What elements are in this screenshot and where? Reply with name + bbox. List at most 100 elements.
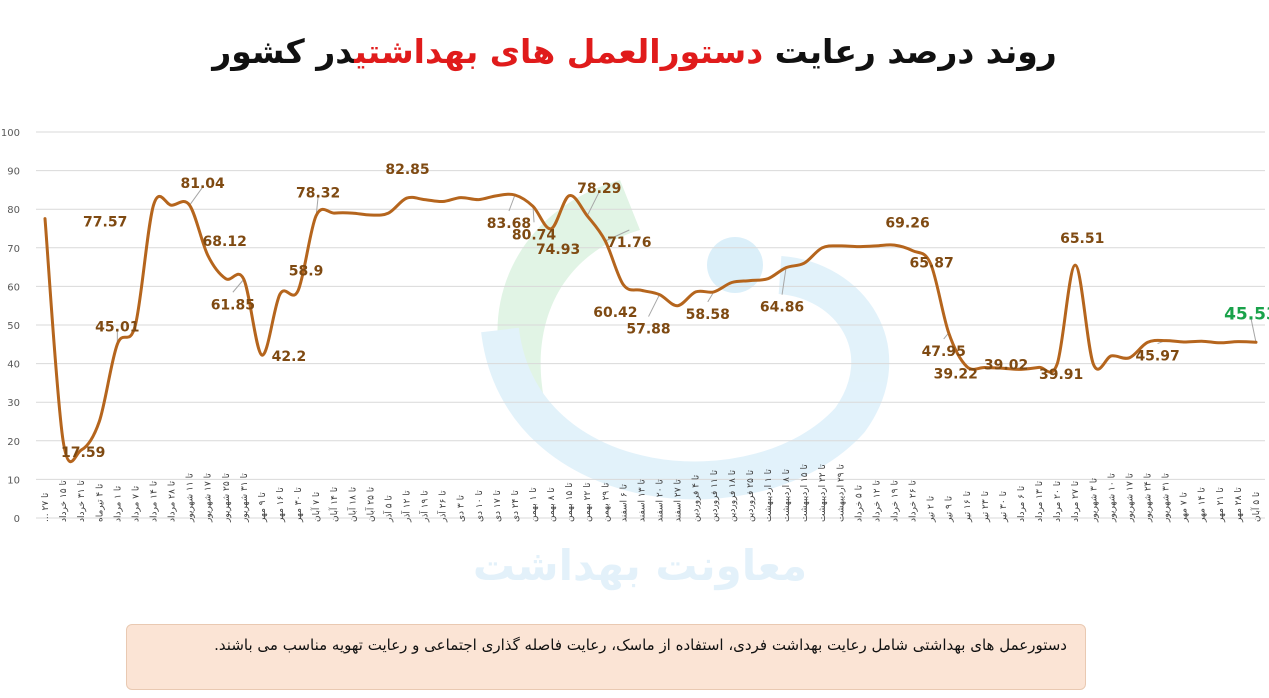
data-label: 57.88 [626,322,670,338]
data-label: 65.87 [909,256,953,272]
footnote-box: دستورعمل های بهداشتی شامل رعایت بهداشت ف… [126,624,1086,690]
x-tick-label: تا ۲۰ مرداد [1053,481,1063,522]
label-leader-line [232,278,245,293]
data-label: 78.32 [296,186,340,202]
x-tick-label: تا ۷ آبان [310,491,322,522]
y-tick-label: 0 [14,514,20,525]
data-label: 58.9 [289,264,324,280]
x-tick-label: تا ۱۲ خرداد [872,480,882,522]
data-label: 60.42 [593,305,637,321]
x-tick-label: تا ۴ فروردین [692,474,702,522]
data-label: 42.2 [272,349,307,365]
x-tick-label: تا ۳۱ شهریور [1162,473,1172,523]
data-label: 74.93 [536,242,580,258]
data-label: 45.97 [1135,349,1179,365]
x-tick-label: تا ۲۱ مهر [1216,487,1226,523]
data-label: 45.53 [1224,304,1269,324]
x-tick-label: تا ۳ دی [457,495,467,522]
x-tick-label: تا ۴ تیرماه [95,483,105,522]
data-label: 39.91 [1039,367,1083,383]
watermark: معاونت بهداشت [473,180,890,591]
x-tick-label: تا ۵ خرداد [854,485,864,522]
x-tick-label: تا ۱۰ دی [475,490,485,522]
x-tick-label: تا ۱۰ شهریور [1107,473,1117,523]
y-tick-label: 60 [7,282,20,293]
x-tick-label: تا ۱۹ خرداد [890,480,900,522]
data-label: 58.58 [686,307,730,323]
x-tick-label: تا ۱۲ آذر [401,490,413,523]
x-tick-label: تا ۲۳ تیر [981,491,991,523]
series-line [43,192,1258,464]
x-tick-label: تا ۳ شهریور [1089,478,1099,523]
x-tick-label: تا ۱۴ آبان [328,487,340,522]
y-tick-label: 40 [7,360,20,371]
data-label: 65.51 [1060,231,1104,247]
data-label: 47.95 [922,344,966,360]
title-highlight: دستورالعمل های بهداشتی [354,32,764,71]
y-tick-label: 10 [7,475,20,486]
x-tick-label: تا ۹ تیر [945,495,955,523]
x-tick-label: تا ۲۲ اردیبهشت [818,464,828,522]
data-label: 39.02 [984,357,1028,373]
data-label: 68.12 [203,234,247,250]
data-label: 81.04 [180,176,225,192]
title-part-3: در کشور [212,32,355,71]
x-tick-label: تا ۱۷ شهریور [204,473,214,523]
label-leader-line [605,229,630,242]
x-tick-label: تا ۲ تیر [927,495,937,523]
y-tick-label: 50 [7,321,20,332]
x-tick-label: تا ۱ بهمن [529,487,539,522]
data-label: 64.86 [760,300,804,316]
label-leader-line [648,294,660,317]
x-tick-label: تا ۲۵ شهریور [222,473,232,523]
y-tick-label: 90 [7,167,20,178]
x-tick-label: تا ۱۸ فروردین [728,470,738,522]
x-tick-label: تا ۲۹ بهمن [601,482,611,522]
data-label: 61.85 [211,297,255,313]
y-tick-label: 100 [1,128,20,139]
x-tick-label: تا ۱۵ بهمن [565,482,575,522]
x-tick-label: تا ۳۰ تیر [999,491,1009,523]
data-label: 80.74 [512,227,557,243]
x-tick-label: تا ۳۱ شهریور [240,473,250,523]
x-tick-label: تا ۱۶ مهر [276,487,286,523]
x-tick-label: تا ۳۰ مهر [294,487,304,523]
watermark-text: معاونت بهداشت [473,541,807,591]
x-tick-label: تا ۶ اسفند [619,484,629,522]
x-tick-label: تا ۱ اردیبهشت [764,469,774,522]
y-tick-label: 20 [7,437,20,448]
x-tick-label: تا ۳۱ خرداد [77,480,87,522]
data-label: 71.76 [607,235,651,251]
x-tick-label: تا ۱ مرداد [113,485,123,522]
x-tick-label: تا ۲۷ مرداد [1071,481,1081,522]
x-tick-label: تا ۱۵ خرداد [59,480,69,522]
label-leader-line [586,191,600,217]
watermark-drop-shape [707,237,763,293]
data-label: 77.57 [83,215,127,231]
x-tick-label: تا ۹ مهر [258,492,268,523]
x-tick-label: تا ۶ مرداد [1017,485,1027,522]
data-label: 78.29 [577,181,621,197]
x-tick-label: تا ۵ آذر [382,495,394,523]
y-tick-label: 30 [7,398,20,409]
x-tick-label: تا ۲۸ مرداد [168,481,178,522]
x-tick-label: تا ۸ اردیبهشت [782,469,792,522]
y-tick-label: 80 [7,205,20,216]
data-label: 39.22 [934,367,978,383]
x-tick-label: تا ۲۸ مهر [1234,487,1244,523]
x-tick-label: تا ۱۴ مرداد [149,481,159,522]
x-tick-label: تا ۲۹ اردیبهشت [836,464,846,522]
x-tick-label: تا ۲۵ فروردین [746,470,756,522]
x-tick-label: تا ۲۴ دی [511,490,521,522]
x-tick-label: تا ۲۷ ... [41,492,51,522]
label-leader-line [508,194,516,212]
y-tick-label: 70 [7,244,20,255]
data-label: 69.26 [885,216,929,232]
x-tick-label: تا ۲۵ آبان [364,487,376,522]
gridlines [36,131,1265,519]
data-label: 17.59 [61,445,105,461]
title-part-1: روند درصد رعایت [763,32,1057,71]
label-leader-line [189,186,204,206]
y-axis-ticks: 0 10 20 30 40 50 60 70 80 90 100 [1,128,20,525]
